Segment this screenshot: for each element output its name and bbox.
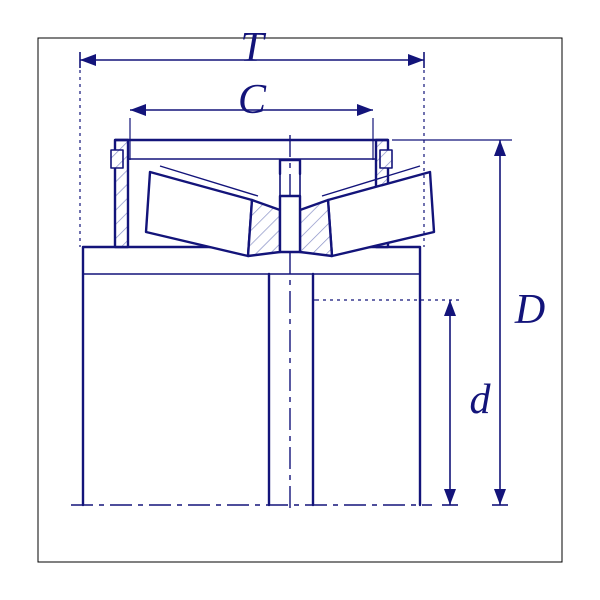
- label-D: D: [515, 286, 545, 334]
- label-C: C: [238, 76, 266, 124]
- label-T: T: [240, 24, 263, 72]
- label-d: d: [470, 376, 491, 424]
- bearing-diagram: [0, 0, 600, 600]
